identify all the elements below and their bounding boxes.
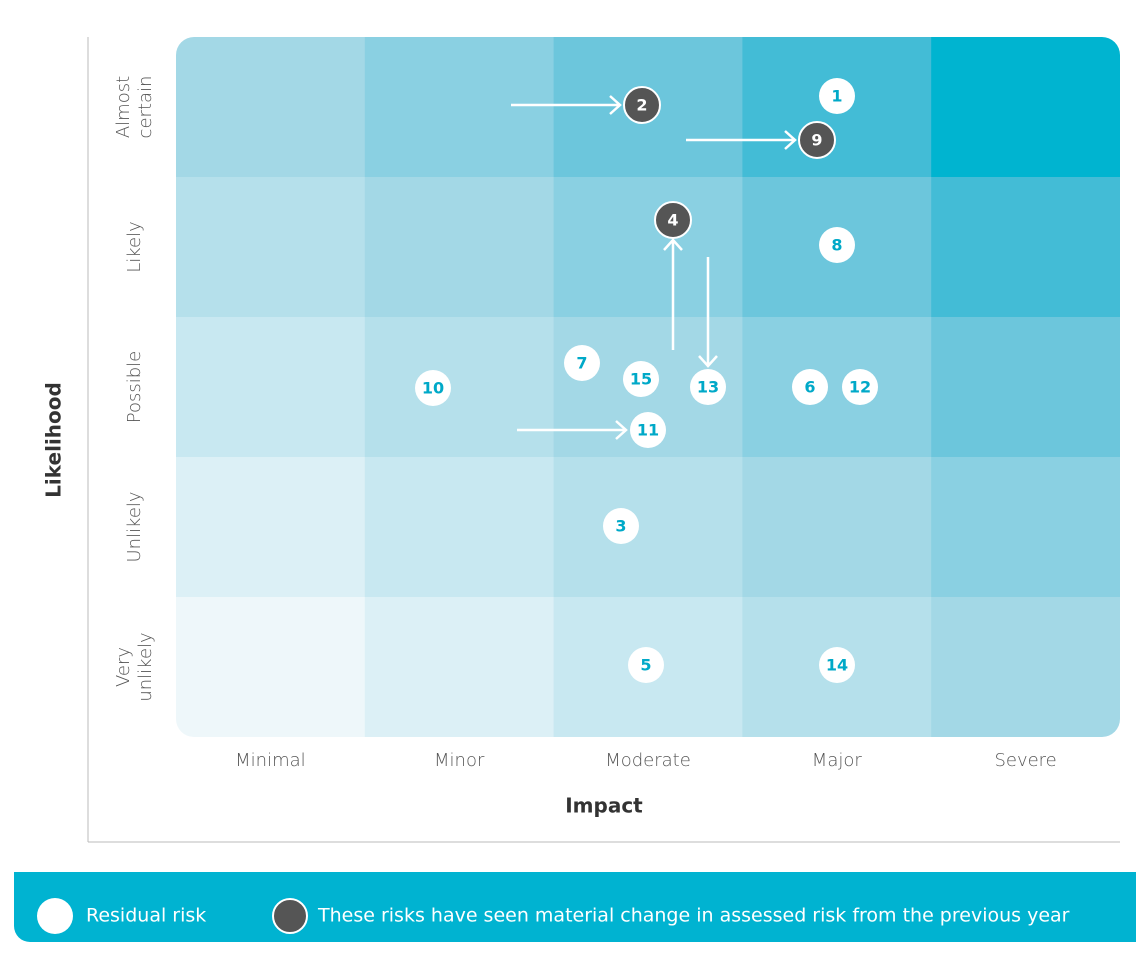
risk-label: 6 [804, 378, 815, 397]
risk-marker [654, 201, 692, 239]
cell [742, 317, 932, 458]
risk-marker [798, 121, 836, 159]
risk: 5 [628, 647, 664, 683]
cell [364, 457, 555, 598]
risk-marker [819, 78, 855, 114]
column-label: Major [812, 750, 863, 771]
arrows [511, 95, 797, 440]
cell [553, 177, 743, 318]
risk-marker [603, 508, 639, 544]
risk-marker [415, 370, 451, 406]
cell [364, 177, 555, 318]
legend-label: Residual risk [86, 905, 206, 927]
x-title: Impact [565, 794, 643, 818]
risk-label: 5 [640, 656, 651, 675]
cell [176, 177, 366, 318]
risk: 15 [623, 361, 659, 397]
risk-marker [623, 86, 661, 124]
risk-label: 13 [697, 378, 719, 397]
legend-swatch [37, 898, 73, 934]
risk-label: 4 [667, 211, 678, 230]
legend-label: These risks have seen material change in… [317, 905, 1070, 927]
risk-label: 8 [831, 236, 842, 255]
risk-marker [842, 369, 878, 405]
risk: 1 [819, 78, 855, 114]
cell [364, 317, 555, 458]
cell [931, 177, 1120, 318]
cell [931, 317, 1120, 458]
risk-marker [623, 361, 659, 397]
risk: 9 [798, 121, 836, 159]
risk-label: 2 [636, 96, 647, 115]
risk-marker [628, 647, 664, 683]
y-title: Likelihood [42, 382, 66, 498]
risk-marker [792, 369, 828, 405]
risk: 13 [690, 369, 726, 405]
column-label: Minimal [235, 750, 306, 771]
cell [176, 457, 366, 598]
row-label: Unlikely [124, 491, 145, 562]
cell [176, 317, 366, 458]
risk: 4 [654, 201, 692, 239]
risk-label: 15 [630, 370, 652, 389]
risk: 7 [564, 345, 600, 381]
risk-marker [564, 345, 600, 381]
risk-marker [819, 227, 855, 263]
risk-label: 3 [615, 517, 626, 536]
row-label: certain [135, 76, 156, 139]
cell [364, 37, 555, 178]
risk: 12 [842, 369, 878, 405]
row-label: unlikely [135, 632, 156, 701]
cell [176, 597, 366, 737]
risk-label: 1 [831, 87, 842, 106]
risk-label: 14 [826, 656, 848, 675]
cell [742, 457, 932, 598]
risk-marker [819, 647, 855, 683]
cell [931, 37, 1120, 178]
risk: 10 [415, 370, 451, 406]
risk: 8 [819, 227, 855, 263]
risk: 2 [623, 86, 661, 124]
cell [176, 37, 366, 178]
risk: 6 [792, 369, 828, 405]
risk-label: 10 [422, 379, 444, 398]
risk-marker [690, 369, 726, 405]
column-label: Minor [434, 750, 485, 771]
risk-label: 11 [637, 421, 659, 440]
risk-label: 9 [811, 131, 822, 150]
cell [931, 457, 1120, 598]
risk: 14 [819, 647, 855, 683]
row-label: Very [113, 647, 134, 687]
risk-label: 7 [576, 354, 587, 373]
risk: 3 [603, 508, 639, 544]
risk-marker [630, 412, 666, 448]
row-label: Almost [113, 76, 134, 138]
cell [931, 597, 1120, 737]
legend-swatch [272, 898, 308, 934]
column-label: Moderate [605, 750, 691, 771]
row-label: Possible [124, 351, 145, 423]
row-label: Likely [124, 221, 145, 273]
column-label: Severe [994, 750, 1056, 771]
risk: 11 [630, 412, 666, 448]
risk-label: 12 [849, 378, 871, 397]
cell [364, 597, 555, 737]
cell [553, 457, 743, 598]
